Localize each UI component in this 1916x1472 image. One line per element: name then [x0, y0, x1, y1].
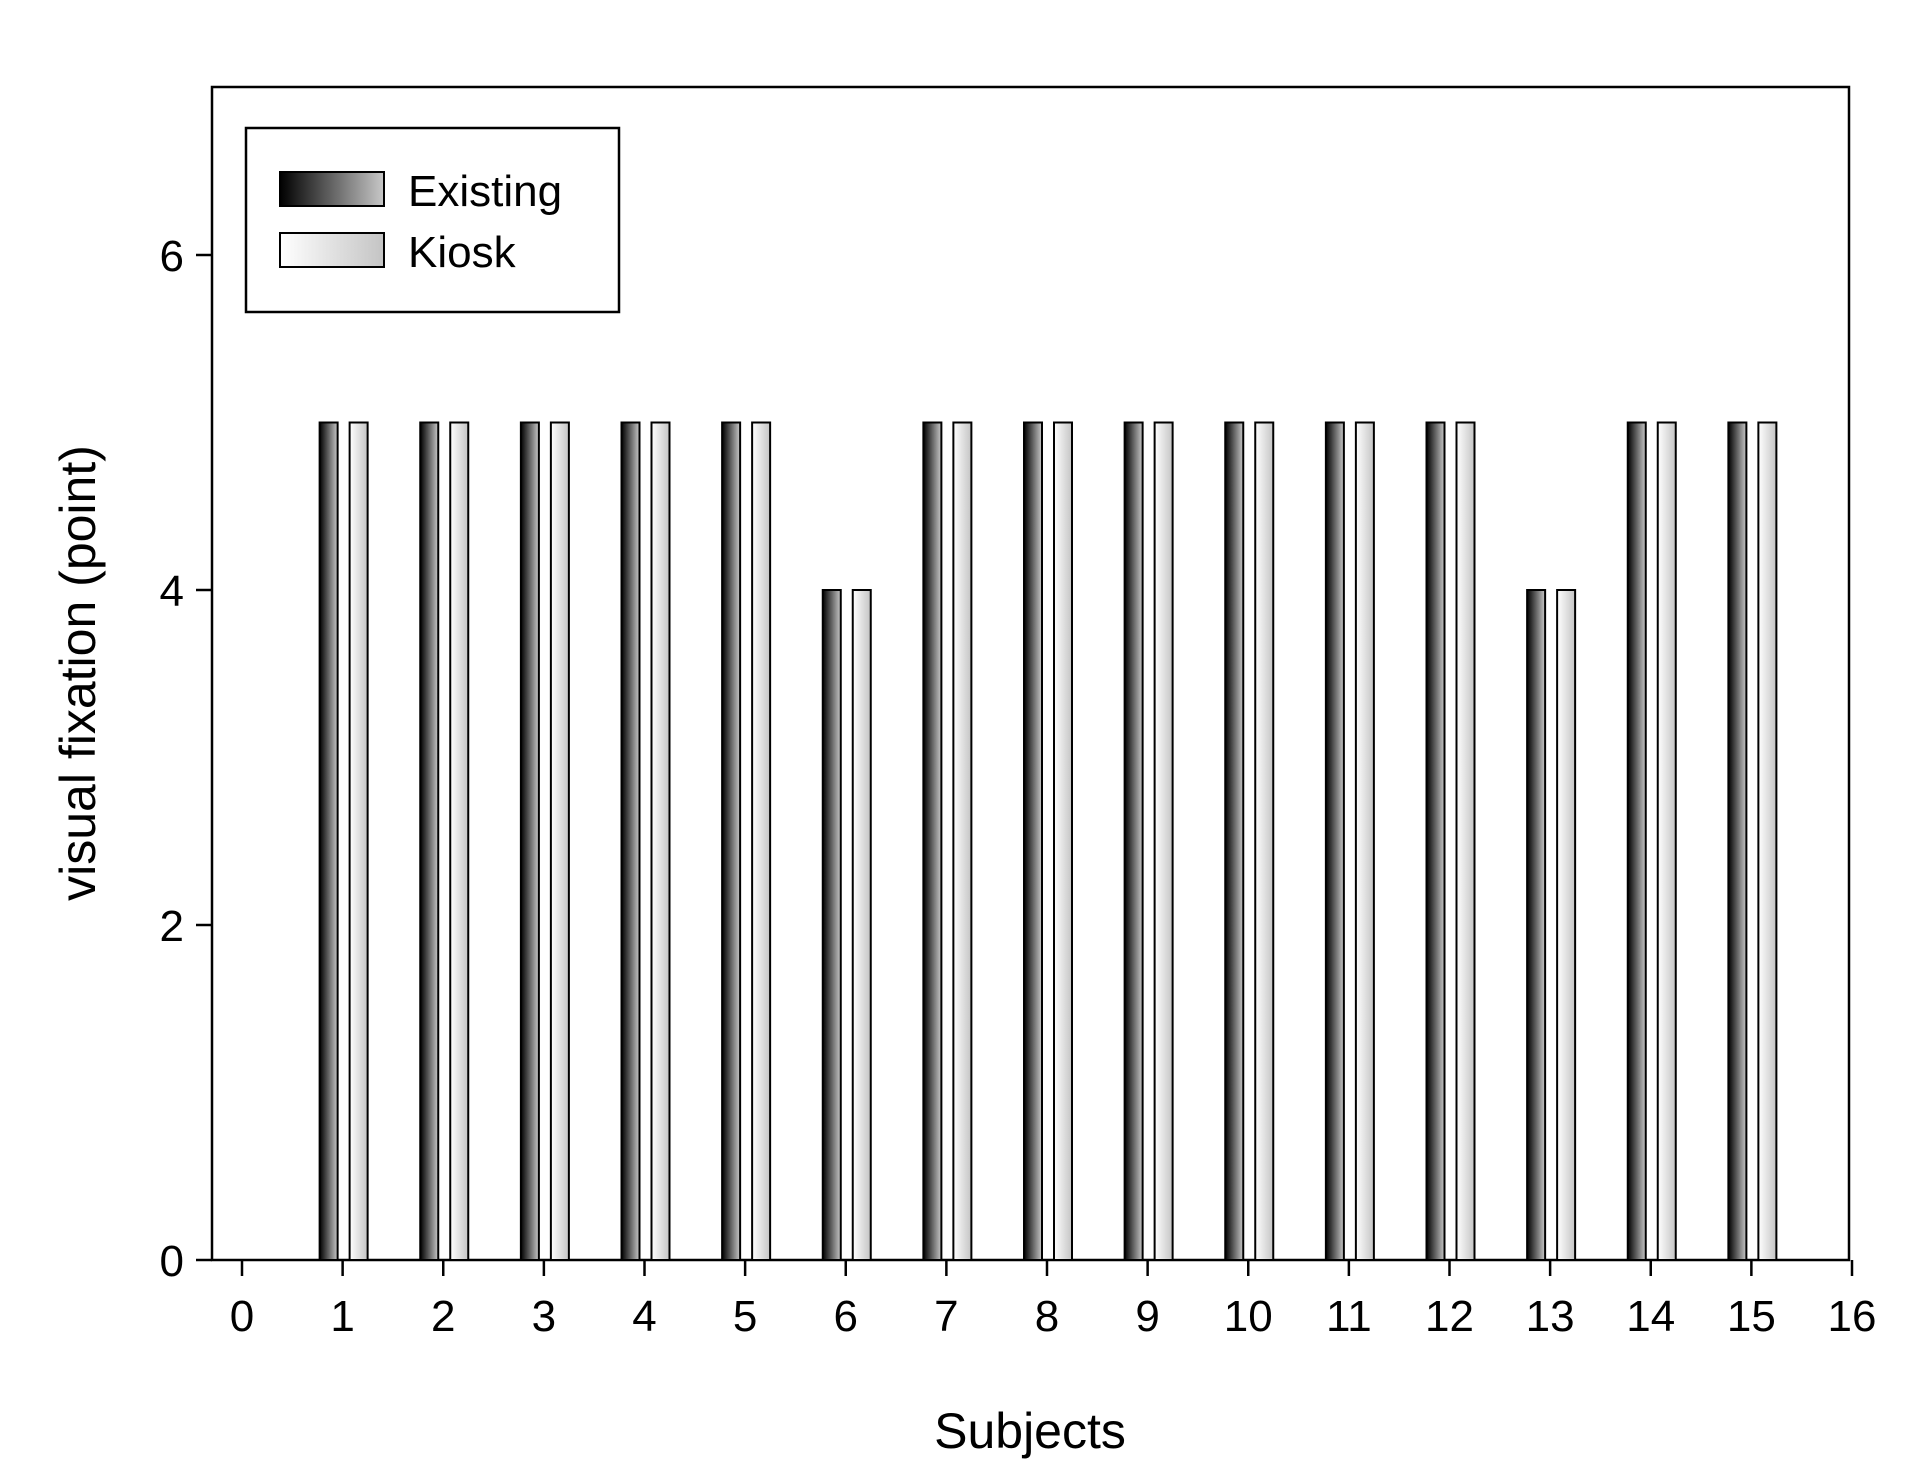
legend-swatch-kiosk [279, 232, 385, 268]
bar-kiosk-12 [1455, 421, 1476, 1261]
x-tick-label: 10 [1224, 1292, 1273, 1341]
x-tick-label: 9 [1135, 1292, 1159, 1341]
x-tick-label: 13 [1526, 1292, 1575, 1341]
bar-existing-14 [1626, 421, 1647, 1261]
y-axis-label: visual fixation (point) [50, 445, 106, 901]
bar-existing-5 [721, 421, 742, 1261]
bar-existing-13 [1526, 589, 1547, 1261]
bars [318, 421, 1778, 1261]
bar-existing-11 [1324, 421, 1345, 1261]
bar-kiosk-4 [650, 421, 671, 1261]
bar-existing-6 [821, 589, 842, 1261]
x-tick-label: 0 [230, 1292, 254, 1341]
y-tick-label: 0 [160, 1237, 184, 1286]
x-axis-ticks: 0 1 2 3 4 5 6 7 8 9 10 11 12 13 14 15 16 [230, 1260, 1877, 1341]
y-tick-label: 4 [160, 567, 184, 616]
bar-kiosk-13 [1556, 589, 1577, 1261]
legend-box [244, 126, 621, 314]
bar-existing-10 [1224, 421, 1245, 1261]
bar-existing-12 [1425, 421, 1446, 1261]
bar-kiosk-15 [1757, 421, 1778, 1261]
legend-label-existing: Existing [408, 167, 562, 216]
bar-existing-2 [419, 421, 440, 1261]
bar-kiosk-3 [549, 421, 570, 1261]
bar-existing-7 [922, 421, 943, 1261]
x-tick-label: 1 [330, 1292, 354, 1341]
y-tick-label: 6 [160, 232, 184, 281]
bar-kiosk-9 [1153, 421, 1174, 1261]
legend: Existing Kiosk [244, 126, 621, 314]
bar-existing-4 [620, 421, 641, 1261]
bar-kiosk-2 [449, 421, 470, 1261]
y-tick-label: 2 [160, 902, 184, 951]
x-tick-label: 5 [733, 1292, 757, 1341]
x-tick-label: 12 [1425, 1292, 1474, 1341]
y-axis-ticks: 0 2 4 6 [160, 232, 212, 1286]
bar-kiosk-10 [1254, 421, 1275, 1261]
bar-kiosk-1 [348, 421, 369, 1261]
legend-swatch-existing [279, 171, 385, 207]
x-tick-label: 16 [1828, 1292, 1877, 1341]
x-tick-label: 2 [431, 1292, 455, 1341]
x-tick-label: 14 [1626, 1292, 1675, 1341]
bar-kiosk-8 [1053, 421, 1073, 1261]
bar-existing-3 [519, 421, 540, 1261]
x-tick-label: 11 [1326, 1292, 1372, 1341]
bar-kiosk-14 [1656, 421, 1677, 1261]
bar-kiosk-5 [751, 421, 772, 1261]
bar-existing-1 [318, 421, 339, 1261]
bar-existing-9 [1123, 421, 1144, 1261]
bar-kiosk-11 [1354, 421, 1375, 1261]
bar-kiosk-7 [952, 421, 973, 1261]
x-tick-label: 15 [1727, 1292, 1776, 1341]
bar-existing-8 [1023, 421, 1043, 1261]
x-tick-label: 7 [934, 1292, 958, 1341]
x-tick-label: 4 [632, 1292, 656, 1341]
x-tick-label: 8 [1035, 1292, 1059, 1341]
x-tick-label: 6 [834, 1292, 858, 1341]
legend-label-kiosk: Kiosk [408, 228, 517, 277]
bar-kiosk-6 [851, 589, 872, 1261]
x-tick-label: 3 [532, 1292, 556, 1341]
x-axis-label: Subjects [934, 1403, 1126, 1459]
bar-existing-15 [1727, 421, 1748, 1261]
